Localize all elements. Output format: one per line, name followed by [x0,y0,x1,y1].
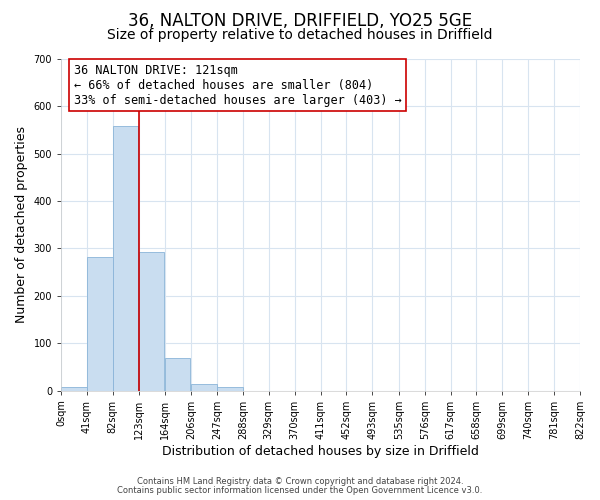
Bar [217,387,242,390]
Bar [113,126,139,390]
Text: 36, NALTON DRIVE, DRIFFIELD, YO25 5GE: 36, NALTON DRIVE, DRIFFIELD, YO25 5GE [128,12,472,30]
Bar [87,257,113,390]
Y-axis label: Number of detached properties: Number of detached properties [15,126,28,324]
Bar [139,252,164,390]
Text: Contains HM Land Registry data © Crown copyright and database right 2024.: Contains HM Land Registry data © Crown c… [137,477,463,486]
Text: 36 NALTON DRIVE: 121sqm
← 66% of detached houses are smaller (804)
33% of semi-d: 36 NALTON DRIVE: 121sqm ← 66% of detache… [74,64,401,106]
Text: Contains public sector information licensed under the Open Government Licence v3: Contains public sector information licen… [118,486,482,495]
Text: Size of property relative to detached houses in Driffield: Size of property relative to detached ho… [107,28,493,42]
Bar [61,387,86,390]
Bar [165,358,190,390]
Bar [191,384,217,390]
X-axis label: Distribution of detached houses by size in Driffield: Distribution of detached houses by size … [162,444,479,458]
